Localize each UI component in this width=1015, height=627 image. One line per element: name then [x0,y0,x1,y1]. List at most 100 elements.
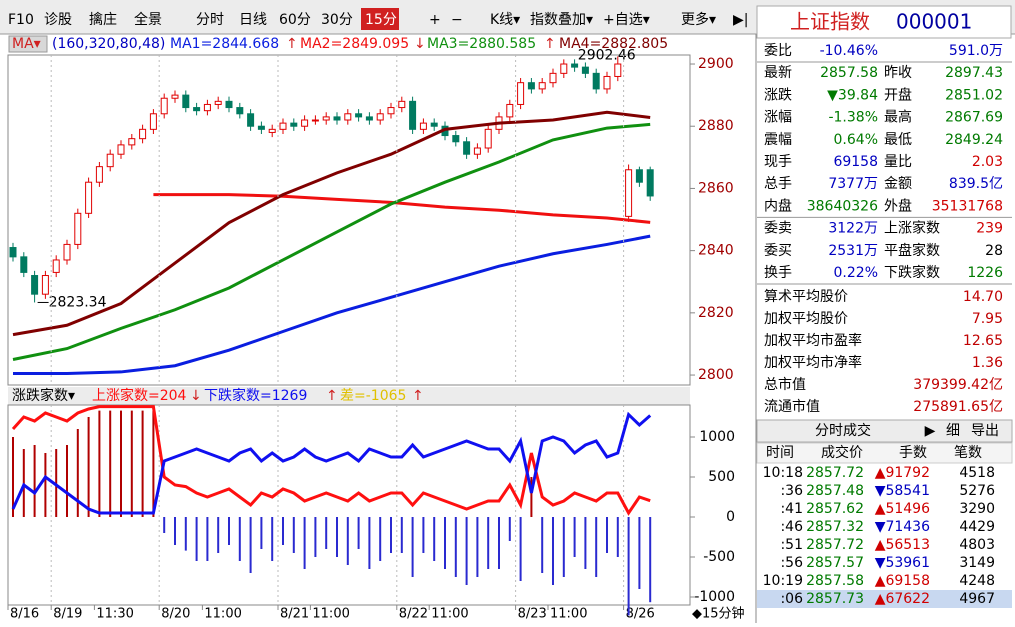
toolbar-button[interactable]: +自选▾ [603,12,650,28]
diff-bar [346,517,349,565]
diff-bar [22,449,25,517]
quote-label: 最低 [884,132,912,148]
period-label[interactable]: ◆15分钟 [692,606,745,622]
candle-body [549,72,557,84]
candle-body [409,100,417,130]
quote-value: 2857.58 [820,65,878,81]
trades-tab[interactable]: ▶ [925,423,936,439]
candle-body [387,107,395,115]
lower-header-bg [8,387,690,405]
candle-body [301,119,309,127]
stat-label: 流通市值 [764,398,820,415]
quote-label: 开盘 [884,86,912,103]
low-annotation: 2823.34 [49,294,107,310]
trades-tab[interactable]: 导出 [971,423,999,439]
candle-body [203,103,211,112]
toolbar-button[interactable]: 全景 [134,11,162,28]
diff-bar [379,517,382,561]
legend-entry: MA3=2880.585 [427,36,536,52]
candle-body [538,82,546,90]
legend-entry: MA4=2882.805 [559,36,668,52]
toolbar-button[interactable]: 日线 [239,12,267,28]
diff-bar [44,453,47,517]
trade-time: :41 [780,501,803,517]
indicator-name[interactable]: MA▾ [12,36,41,52]
toolbar-button[interactable]: 指数叠加▾ [530,12,593,28]
x-tick-label: 11:00 [550,607,587,622]
diff-bar [98,410,101,517]
quote-value: 2867.69 [945,110,1003,126]
trade-volume: ▼53961 [875,555,930,571]
candle-body [31,275,39,295]
diff-bar [357,517,360,549]
trade-volume: ▲56513 [875,537,930,553]
quote-label: 委比 [764,43,792,59]
trade-count: 4429 [959,519,995,535]
toolbar-button[interactable]: 分时 [196,12,224,28]
quote-value: 2531万 [828,243,878,259]
toolbar-button[interactable]: K线▾ [490,12,520,28]
indicator-box[interactable] [8,35,48,53]
legend-entry: 下跌家数=1269 [204,387,307,404]
candle-body [257,125,265,130]
toolbar-button[interactable]: 诊股 [44,12,72,28]
toolbar-button[interactable]: ▶| [733,12,748,28]
candle-body [625,169,633,217]
y-tick-label: 2880 [698,118,734,134]
trade-count: 5276 [959,483,995,499]
high-annotation: 2902.46 [578,47,636,63]
trade-price: 2857.72 [806,537,864,553]
legend-entry: 差=-1065 [340,388,406,404]
candle-body [463,141,471,155]
y-tick-label: 2820 [698,305,734,321]
diff-bar [12,437,14,517]
toolbar-button[interactable]: 30分 [321,12,353,28]
trade-volume: ▲51496 [875,501,930,517]
diff-bar [368,517,371,569]
diff-bar [271,517,274,561]
trade-count: 4248 [959,573,995,589]
diff-bar [433,517,436,561]
diff-bar [55,449,58,517]
candle-body [603,75,611,90]
quote-label: 量比 [884,154,912,170]
diff-bar [508,517,511,541]
toolbar-button[interactable]: F10 [8,12,34,28]
toolbar-button[interactable]: − [451,12,463,28]
diff-bar [260,517,263,549]
toolbar-button[interactable]: 更多▾ [681,11,716,28]
x-tick-label: 8/16 [10,607,39,622]
candle-body [95,166,103,183]
candle-body [139,128,147,140]
trades-tab-bar [756,419,1013,443]
toolbar-button[interactable]: 擒庄 [89,11,117,28]
trades-header: 时间 [766,445,794,461]
quote-value: -1.38% [828,110,878,126]
toolbar-button[interactable]: 15分 [365,12,397,28]
toolbar-button[interactable]: + [429,12,441,28]
x-tick-label: 8/21 [280,607,309,622]
candle-body [85,181,93,214]
candle-body [117,144,125,155]
lower-title[interactable]: 涨跌家数▾ [12,387,75,404]
quote-value: 2897.43 [945,65,1003,81]
trades-tab[interactable]: 分时成交 [815,422,871,439]
legend-arrow: ↑ [412,388,424,404]
quote-label: 震幅 [764,132,792,148]
trade-time: 10:18 [763,465,803,481]
y-tick-label: 2840 [698,243,734,259]
diff-bar [228,517,230,545]
x-tick-label: 8/20 [161,607,190,622]
diff-bar [249,517,252,573]
trade-volume: ▲91792 [875,465,930,481]
trades-header-bg [756,442,1013,464]
toolbar-button[interactable]: 60分 [279,12,311,28]
trades-tab[interactable]: 细 [946,423,960,439]
diff-bar [444,517,446,569]
candle-body [214,100,222,105]
legend-entry: MA2=2849.095 [300,36,409,52]
diff-bar [66,445,68,517]
trade-time: :36 [780,483,803,499]
diff-bar [541,517,544,573]
